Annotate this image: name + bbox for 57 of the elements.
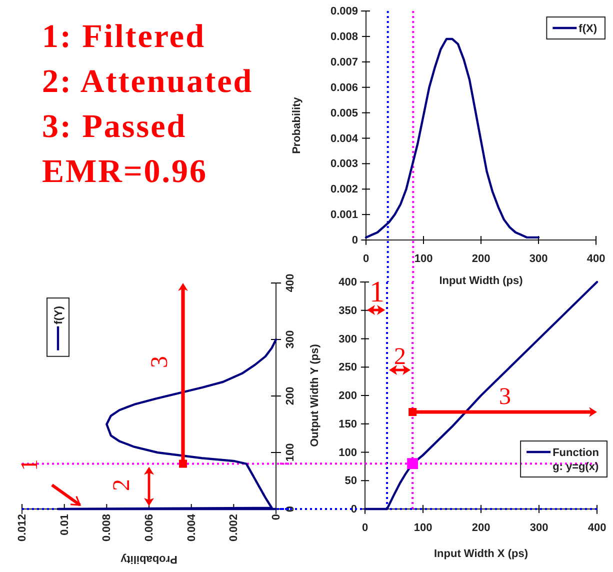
annotation: 1 [370, 276, 384, 308]
y-axis-title: Output Width Y (ps) [309, 344, 321, 447]
legend-label: f(X) [578, 23, 598, 35]
y-tick-label: 100 [284, 443, 297, 462]
text: 3: Passed [42, 109, 187, 145]
y-tick-label: 0.009 [330, 6, 358, 18]
x-tick-label: 0.012 [16, 514, 29, 542]
annotation: 2 [109, 479, 135, 491]
x-tick-label: 0.004 [186, 513, 198, 542]
y-tick-label: 0 [352, 234, 358, 247]
y-tick-label: 50 [344, 475, 357, 488]
x-axis-title: Probability [120, 553, 178, 565]
x-tick-label: 100 [414, 522, 432, 534]
x-tick-label: 0.002 [228, 514, 240, 542]
y-tick-label: 100 [338, 446, 357, 459]
text: 1: Filtered [42, 19, 206, 55]
y-tick-label: 200 [338, 390, 357, 402]
x-tick-label: 200 [472, 252, 490, 265]
x-tick-label: 400 [588, 522, 606, 534]
x-tick-label: 300 [529, 252, 548, 265]
y-tick-label: 250 [338, 362, 357, 374]
x-tick-label: 400 [586, 252, 606, 265]
text: EMR=0.96 [42, 154, 208, 190]
y-tick-label: 0.002 [330, 184, 358, 196]
x-tick-label: 0.008 [101, 514, 114, 542]
x-axis-title: Input Width X (ps) [434, 548, 528, 560]
x-tick-label: 300 [530, 522, 548, 534]
text: f(Y) [53, 306, 65, 324]
y-tick-label: 400 [338, 276, 357, 289]
annotation: 1 [17, 459, 43, 471]
y-tick-label: 300 [338, 333, 357, 346]
text: 2: Attenuated [42, 64, 254, 100]
y-tick-label: 0.007 [330, 56, 358, 68]
y-tick-label: 150 [338, 418, 357, 430]
y-tick-label: 0.001 [330, 209, 358, 222]
x-tick-label: 0 [270, 514, 283, 520]
x-tick-label: 0.006 [144, 514, 156, 542]
x-tick-label: 0.01 [58, 514, 71, 536]
y-axis-title: Probability [291, 96, 303, 154]
x-tick-label: 200 [472, 522, 490, 534]
y-tick-label: 0.006 [330, 82, 358, 94]
x-tick-label: 0 [362, 252, 370, 265]
y-tick-label: 0.003 [330, 158, 358, 170]
annotation: 3 [499, 384, 511, 410]
y-tick-label: 0.005 [330, 107, 358, 120]
y-tick-label: 300 [284, 330, 297, 349]
y-tick-label: 0.008 [330, 30, 358, 43]
annotation: 2 [394, 344, 406, 370]
x-tick-label: 0 [362, 522, 368, 534]
x-tick-label: 100 [414, 252, 433, 265]
legend-label: Function g: y=g(x) [552, 447, 600, 473]
y-tick-label: 400 [284, 274, 297, 292]
annotation: 3 [147, 356, 173, 368]
x-axis-title: Input Width (ps) [439, 275, 524, 287]
y-tick-label: 0.004 [330, 132, 359, 145]
y-tick-label: 200 [284, 386, 297, 406]
y-tick-label: 350 [338, 304, 357, 317]
